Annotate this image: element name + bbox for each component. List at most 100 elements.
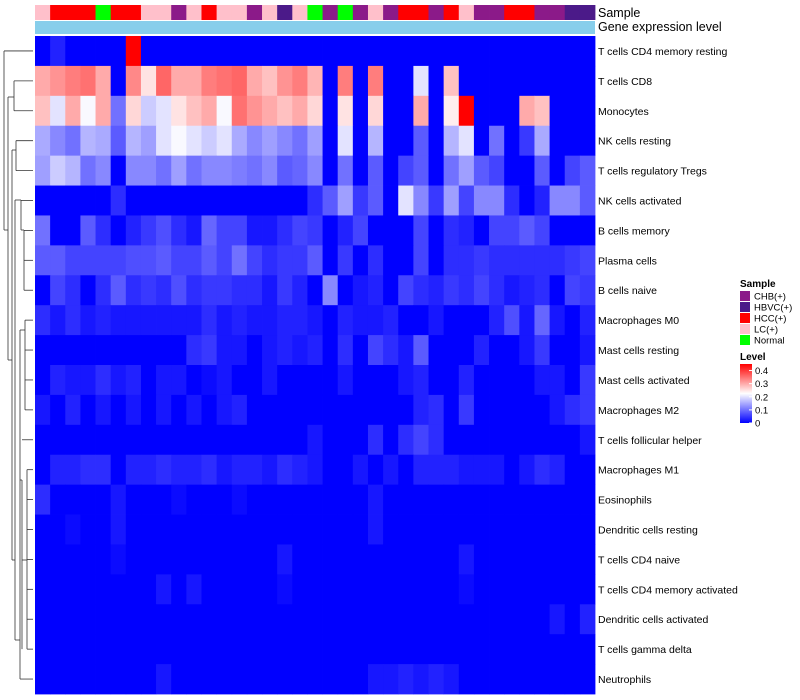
heatmap-cell xyxy=(473,125,490,157)
heatmap-cell xyxy=(519,514,535,545)
heatmap-cell xyxy=(50,155,66,186)
heatmap-cell xyxy=(140,335,157,366)
heatmap-cell xyxy=(186,125,202,157)
heatmap-cell xyxy=(231,155,248,186)
heatmap-cell xyxy=(337,394,354,426)
heatmap-cell xyxy=(489,125,505,157)
heatmap-cell xyxy=(171,394,187,426)
heatmap-cell xyxy=(65,544,81,575)
heatmap-cell xyxy=(549,95,566,127)
heatmap-cell xyxy=(231,604,248,635)
heatmap-cell xyxy=(307,335,323,366)
row-label: T cells gamma delta xyxy=(598,644,692,656)
heatmap-cell xyxy=(367,215,384,246)
heatmap-cell xyxy=(110,185,127,216)
heatmap-cell xyxy=(443,634,460,665)
heatmap-cell xyxy=(413,604,429,635)
heatmap-cell xyxy=(473,155,490,186)
heatmap-cell xyxy=(140,245,157,276)
heatmap-cell xyxy=(352,454,369,486)
heatmap-cell xyxy=(140,185,157,216)
heatmap-cell xyxy=(519,424,535,456)
heatmap-cell xyxy=(156,215,172,246)
legend-tick-label: 0.4 xyxy=(755,366,768,377)
heatmap-cell xyxy=(171,574,187,605)
row-label: Mast cells resting xyxy=(598,345,679,357)
heatmap-cell xyxy=(443,36,460,67)
heatmap-cell xyxy=(322,305,339,336)
heatmap-cell xyxy=(156,335,172,366)
heatmap-cell xyxy=(216,305,233,336)
heatmap-cell xyxy=(292,275,308,306)
heatmap-cell xyxy=(80,65,96,97)
heatmap-cell xyxy=(277,634,293,665)
heatmap-cell xyxy=(428,365,445,396)
heatmap-cell xyxy=(458,604,475,635)
heatmap-cell xyxy=(50,95,66,127)
heatmap-cell xyxy=(579,95,596,127)
heatmap-cell xyxy=(489,185,505,216)
row-label: T cells follicular helper xyxy=(598,435,702,447)
sample-annotation-cell xyxy=(216,5,233,20)
heatmap-cell xyxy=(246,275,263,306)
row-label: Plasma cells xyxy=(598,255,657,267)
heatmap-cell xyxy=(383,365,399,396)
legend-swatch xyxy=(740,335,750,345)
heatmap-cell xyxy=(549,574,566,605)
heatmap-cell xyxy=(398,65,414,97)
heatmap-cell xyxy=(110,574,127,605)
heatmap-cell xyxy=(262,275,278,306)
heatmap-cell xyxy=(443,394,460,426)
heatmap-cell xyxy=(413,305,429,336)
heatmap-cell xyxy=(322,95,339,127)
heatmap-cell xyxy=(473,544,490,575)
row-label: Dendritic cells activated xyxy=(598,614,708,626)
heatmap-cell xyxy=(489,65,505,97)
heatmap-cell xyxy=(489,155,505,186)
heatmap-cell xyxy=(519,634,535,665)
heatmap-cell xyxy=(95,335,112,366)
heatmap-cell xyxy=(80,544,96,575)
heatmap-cell xyxy=(216,125,233,157)
heatmap-cell xyxy=(216,604,233,635)
heatmap-cell xyxy=(125,95,142,127)
heatmap-cell xyxy=(292,245,308,276)
heatmap-cell xyxy=(95,424,112,456)
heatmap-cell xyxy=(579,305,596,336)
legend-swatch xyxy=(740,291,750,301)
heatmap-cell xyxy=(398,634,414,665)
heatmap-cell xyxy=(564,305,581,336)
heatmap-cell xyxy=(80,394,96,426)
sample-annotation-cell xyxy=(110,5,127,20)
heatmap-cell xyxy=(443,215,460,246)
heatmap-cell xyxy=(473,215,490,246)
heatmap-cell xyxy=(35,36,51,67)
heatmap-cell xyxy=(383,544,399,575)
heatmap-cell xyxy=(50,484,66,515)
heatmap-cell xyxy=(352,95,369,127)
heatmap-cell xyxy=(201,36,218,67)
heatmap-cell xyxy=(50,305,66,336)
heatmap-cell xyxy=(367,245,384,276)
heatmap-cell xyxy=(443,544,460,575)
heatmap-cell xyxy=(564,454,581,486)
heatmap-cell xyxy=(504,95,520,127)
heatmap-cell xyxy=(125,335,142,366)
heatmap-cell xyxy=(413,484,429,515)
heatmap-cell xyxy=(504,36,520,67)
heatmap-cell xyxy=(564,424,581,456)
heatmap-cell xyxy=(186,394,202,426)
heatmap-cell xyxy=(307,36,323,67)
legend-swatch xyxy=(740,302,750,312)
heatmap-cell xyxy=(473,365,490,396)
heatmap-cell xyxy=(80,215,96,246)
heatmap-cell xyxy=(352,305,369,336)
heatmap-cell xyxy=(95,454,112,486)
heatmap-cell xyxy=(367,634,384,665)
heatmap-cell xyxy=(216,514,233,545)
heatmap-cell xyxy=(443,664,460,695)
heatmap-cell xyxy=(171,424,187,456)
heatmap-cell xyxy=(458,185,475,216)
heatmap-cell xyxy=(156,155,172,186)
